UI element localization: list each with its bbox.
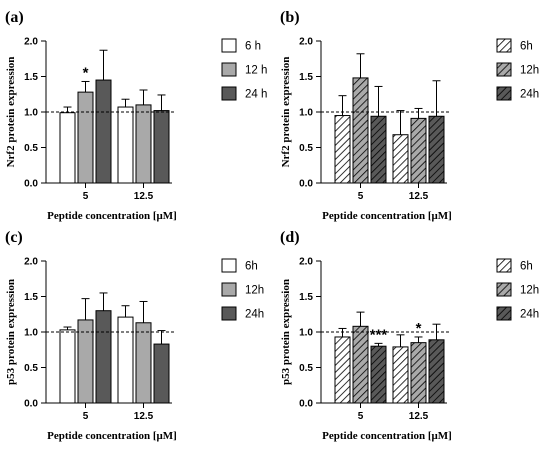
x-tick-label: 5 bbox=[358, 411, 364, 422]
legend-label: 6h bbox=[520, 41, 533, 53]
bar bbox=[428, 339, 445, 404]
x-tick-label: 12.5 bbox=[134, 411, 154, 422]
legend-label: 12h bbox=[520, 285, 539, 297]
legend-swatch bbox=[496, 258, 512, 273]
legend-label: 12h bbox=[520, 65, 539, 77]
y-axis-title: p53 protein expression bbox=[5, 279, 17, 385]
y-tick-label: 0.5 bbox=[299, 363, 313, 374]
legend-swatch bbox=[496, 38, 512, 53]
y-tick-label: 0.0 bbox=[299, 179, 313, 190]
y-tick-label: 1.0 bbox=[24, 328, 38, 339]
y-tick-label: 2.0 bbox=[299, 257, 313, 268]
legend-label: 12 h bbox=[245, 65, 267, 77]
x-tick-label: 5 bbox=[83, 411, 89, 422]
bar bbox=[153, 110, 170, 184]
y-tick-label: 1.5 bbox=[299, 292, 313, 303]
legend-swatch bbox=[496, 282, 512, 297]
y-tick-label: 1.0 bbox=[299, 328, 313, 339]
bar bbox=[77, 319, 94, 404]
bar bbox=[370, 115, 387, 184]
legend-label: 24 h bbox=[245, 89, 267, 101]
y-tick-label: 2.0 bbox=[24, 257, 38, 268]
legend-swatch bbox=[496, 62, 512, 77]
legend-label: 24h bbox=[245, 309, 264, 321]
x-axis-title: Peptide concentration [μM] bbox=[322, 430, 452, 442]
legend-label: 6 h bbox=[245, 41, 261, 53]
bar bbox=[59, 329, 76, 404]
chart-panel-a: (a) 0.0 0.5 1.0 1.5 2.0 Nrf2 protein expressio… bbox=[5, 9, 267, 222]
bar bbox=[370, 345, 387, 404]
bar bbox=[135, 322, 152, 404]
y-tick-label: 1.5 bbox=[24, 292, 38, 303]
y-axis-title: Nrf2 protein expression bbox=[280, 57, 292, 168]
legend-swatch bbox=[221, 306, 237, 321]
legend-swatch bbox=[221, 38, 237, 53]
legend-label: 6h bbox=[520, 261, 533, 273]
y-axis-title: p53 protein expression bbox=[280, 279, 292, 385]
x-axis-title: Peptide concentration [μM] bbox=[322, 210, 452, 222]
significance-marker: * bbox=[416, 320, 422, 337]
y-tick-label: 2.0 bbox=[24, 37, 38, 48]
bar bbox=[59, 112, 76, 184]
bar bbox=[95, 79, 112, 184]
bar bbox=[95, 310, 112, 404]
bar bbox=[334, 115, 351, 184]
legend-label: 24h bbox=[520, 309, 539, 321]
y-tick-label: 0.5 bbox=[24, 363, 38, 374]
y-tick-label: 0.0 bbox=[24, 399, 38, 410]
legend-swatch bbox=[221, 258, 237, 273]
chart-panel-c: (c) 0.0 0.5 1.0 1.5 2.0 p53 protein expression… bbox=[5, 229, 264, 442]
legend-label: 24h bbox=[520, 89, 539, 101]
panel-label: (a) bbox=[5, 9, 24, 26]
bar bbox=[153, 343, 170, 404]
y-tick-label: 1.0 bbox=[299, 108, 313, 119]
panel-label: (b) bbox=[280, 9, 300, 26]
bar bbox=[77, 91, 94, 184]
x-tick-label: 12.5 bbox=[409, 191, 429, 202]
x-axis-title: Peptide concentration [μM] bbox=[47, 210, 177, 222]
legend-swatch bbox=[221, 86, 237, 101]
x-tick-label: 5 bbox=[358, 191, 364, 202]
legend-swatch bbox=[221, 282, 237, 297]
bar bbox=[392, 134, 409, 184]
bar bbox=[117, 106, 134, 184]
legend-swatch bbox=[221, 62, 237, 77]
x-tick-label: 12.5 bbox=[134, 191, 154, 202]
legend-label: 6h bbox=[245, 261, 258, 273]
y-tick-label: 0.0 bbox=[24, 179, 38, 190]
bar bbox=[117, 316, 134, 404]
panel-label: (d) bbox=[280, 229, 300, 246]
y-axis-title: Nrf2 protein expression bbox=[5, 57, 17, 168]
chart-panel-d: (d) 0.0 0.5 1.0 1.5 2.0 p53 protein expression… bbox=[280, 229, 539, 442]
y-tick-label: 1.5 bbox=[299, 72, 313, 83]
significance-marker: *** bbox=[370, 326, 388, 343]
bar bbox=[428, 115, 445, 184]
bar bbox=[410, 342, 427, 404]
significance-marker: * bbox=[83, 64, 89, 81]
y-tick-label: 1.5 bbox=[24, 72, 38, 83]
legend-label: 12h bbox=[245, 285, 264, 297]
y-tick-label: 0.5 bbox=[299, 143, 313, 154]
bar bbox=[352, 325, 369, 404]
bar bbox=[352, 77, 369, 184]
y-tick-label: 2.0 bbox=[299, 37, 313, 48]
legend-swatch bbox=[496, 306, 512, 321]
x-axis-title: Peptide concentration [μM] bbox=[47, 430, 177, 442]
x-tick-label: 12.5 bbox=[409, 411, 429, 422]
y-tick-label: 1.0 bbox=[24, 108, 38, 119]
bar bbox=[392, 346, 409, 404]
panel-label: (c) bbox=[5, 229, 23, 246]
y-tick-label: 0.0 bbox=[299, 399, 313, 410]
bar bbox=[334, 336, 351, 404]
y-tick-label: 0.5 bbox=[24, 143, 38, 154]
legend-swatch bbox=[496, 86, 512, 101]
bar bbox=[135, 104, 152, 184]
x-tick-label: 5 bbox=[83, 191, 89, 202]
bar bbox=[410, 117, 427, 184]
chart-panel-b: (b) 0.0 0.5 1.0 1.5 2.0 Nrf2 protein expressio… bbox=[280, 9, 539, 222]
